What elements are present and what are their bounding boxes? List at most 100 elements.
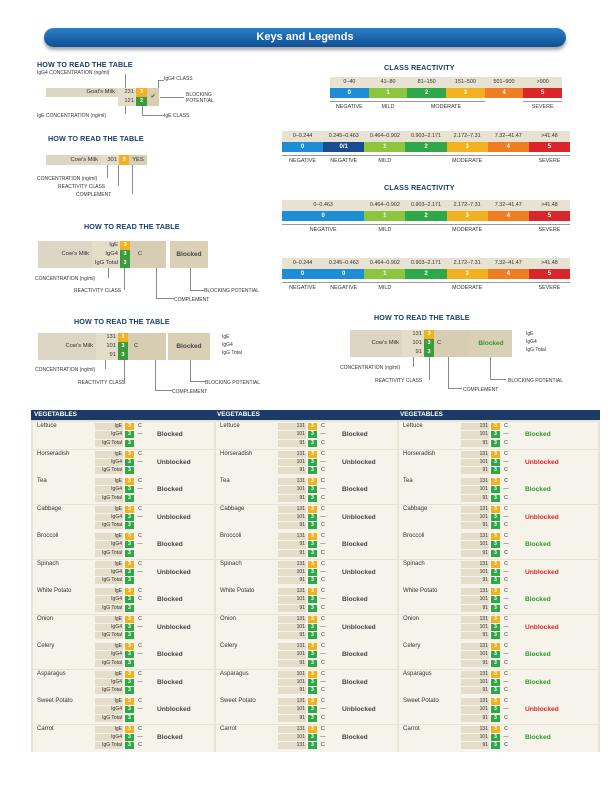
scale-class: 0 — [323, 269, 365, 279]
reactivity-class: 3 — [125, 549, 134, 557]
blocking-status: Unblocked — [525, 458, 559, 466]
complement-value: C — [321, 588, 325, 594]
concentration-value: 91 — [461, 659, 489, 667]
scale-range: 0–40 — [343, 79, 356, 85]
concentration-value: 131 — [461, 588, 489, 596]
complement-value: C — [504, 560, 508, 567]
reactivity-class-label: REACTIVITY CLASS — [58, 184, 106, 190]
complement-value: — — [503, 596, 509, 603]
reactivity-class: 3 — [125, 698, 134, 705]
blocking-status: Unblocked — [342, 706, 376, 713]
food-name: Spinach — [37, 560, 59, 567]
complement-value: C — [321, 467, 325, 474]
concentration-value: 91 — [278, 577, 306, 585]
reactivity-class: 3 — [125, 486, 134, 494]
complement-value: C — [504, 714, 508, 721]
concentration-value: 101 — [278, 486, 306, 494]
food-name: Cabbage — [403, 505, 428, 512]
class-reactivity-title: CLASS REACTIVITY — [384, 63, 455, 72]
reactivity-class: 3 — [125, 439, 134, 447]
reactivity-class: 3 — [491, 623, 500, 631]
table-row: Asparagus 101 3 C 101 3—91 3 C Blocked — [216, 669, 415, 697]
reactivity-class: 3 — [125, 604, 134, 612]
concentration-value: 101 — [461, 706, 489, 714]
complement-value: C — [504, 725, 508, 732]
reactivity-class: 3 — [491, 522, 500, 530]
reactivity-class: 3 — [125, 596, 134, 604]
complement-value: C — [504, 588, 508, 594]
reactivity-class: 3 — [308, 742, 317, 750]
reactivity-class: 3 — [491, 494, 500, 502]
complement-value — [134, 495, 146, 502]
complement-value: C — [321, 505, 325, 512]
scale-class: 4 — [487, 142, 529, 152]
scale-range: >41.48 — [541, 260, 558, 266]
complement-label: COMPLEMENT — [76, 192, 112, 198]
igg4-value: 101 — [402, 339, 424, 348]
complement-value: — — [503, 458, 509, 465]
complement-value — [134, 660, 146, 667]
reactivity-class: 3 — [491, 698, 500, 705]
concentration-value: 101 — [278, 706, 306, 714]
reactivity-class: 3 — [491, 431, 500, 439]
concentration-value: 101 — [278, 458, 306, 467]
ige-value: 121 — [118, 97, 136, 106]
complement-value: C — [138, 670, 142, 677]
igg4-value: 231 — [118, 88, 136, 97]
table-row: Celery IgE 3 C IgG4 3— IgG Total 3 Blocked — [33, 642, 232, 669]
blocking-status: Blocked — [342, 596, 368, 603]
complement-value: — — [137, 458, 143, 465]
concentration-value: 91 — [278, 659, 306, 667]
concentration-value: 101 — [278, 733, 306, 742]
igg4-label: IgG4 — [92, 250, 120, 259]
concentration-value: 91 — [461, 494, 489, 502]
complement-value: C — [504, 467, 508, 474]
blocking-status: Blocked — [342, 541, 368, 548]
concentration-value: 101 — [461, 651, 489, 659]
reactivity-class: 3 — [308, 615, 317, 623]
scale-label: SEVERE — [528, 155, 570, 164]
concentration-value: 101 — [278, 678, 306, 687]
complement-value: C — [138, 643, 142, 649]
concentration-value: 91 — [278, 632, 306, 640]
reactivity-class: 3 — [308, 651, 317, 659]
connector — [105, 360, 106, 369]
scale-range: 0.245–0.463 — [328, 260, 359, 266]
reactivity-class: 3 — [308, 533, 317, 540]
concentration-value: 91 — [278, 522, 306, 530]
blocking-status: Unblocked — [342, 568, 376, 576]
blocking-status: Blocked — [342, 733, 368, 741]
complement-value — [134, 440, 146, 447]
reactivity-class: 3 — [491, 423, 500, 430]
complement-value: — — [320, 568, 326, 575]
blocking-status: Unblocked — [525, 706, 559, 713]
concentration-value: 131 — [461, 670, 489, 678]
scale-range: 0.245–0.463 — [328, 133, 359, 139]
complement-value: — — [320, 541, 326, 548]
complement-value: C — [321, 687, 325, 694]
complement-value: — — [137, 651, 143, 658]
reactivity-class: 3 — [308, 478, 317, 485]
blocking-status: Unblocked — [342, 458, 376, 466]
complement-value: — — [320, 706, 326, 713]
blocking-status: Blocked — [342, 486, 368, 493]
reactivity-class: 3 — [125, 643, 134, 650]
scale-class: 0 — [282, 269, 324, 279]
ige-class: 3 — [424, 330, 434, 339]
food-name: Onion — [37, 615, 54, 622]
table-row: Tea 131 3 C 101 3—91 3 C Blocked — [216, 477, 415, 504]
scale-class: 2 — [405, 211, 447, 221]
reactivity-class: 3 — [308, 687, 317, 695]
concentration-value: 91 — [278, 714, 306, 722]
reactivity-class: 3 — [491, 733, 500, 741]
connector — [429, 357, 430, 380]
ig-label: IgG4 — [95, 596, 123, 604]
blocking-potential-label: BLOCKING POTENTIAL — [205, 380, 261, 386]
reactivity-class: 3 — [491, 533, 500, 540]
complement-value: C — [321, 725, 325, 732]
complement-value: — — [137, 513, 143, 520]
connector — [160, 97, 184, 98]
concentration-value: 131 — [278, 615, 306, 623]
reactivity-class: 3 — [125, 623, 134, 631]
food-name: Spinach — [403, 560, 425, 567]
